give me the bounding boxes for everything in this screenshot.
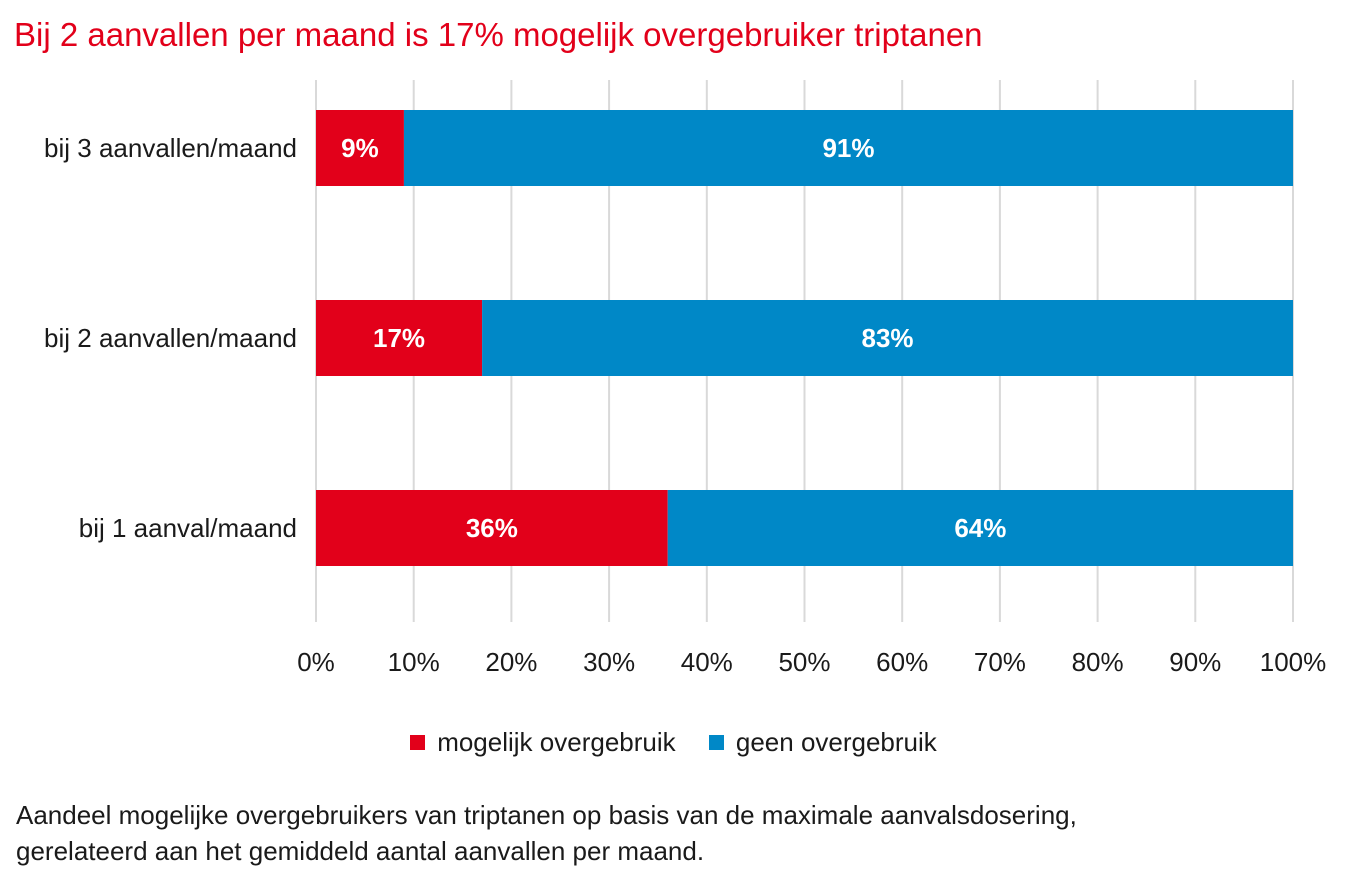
data-label: 17%	[373, 323, 425, 353]
caption-line-2: gerelateerd aan het gemiddeld aantal aan…	[16, 836, 705, 866]
x-tick-label: 30%	[583, 647, 635, 677]
x-tick-label: 20%	[485, 647, 537, 677]
x-tick-label: 90%	[1169, 647, 1221, 677]
caption: Aandeel mogelijke overgebruikers van tri…	[16, 797, 1077, 869]
x-tick-label: 10%	[388, 647, 440, 677]
data-label: 9%	[341, 133, 379, 163]
legend-item-geen-overgebruik: geen overgebruik	[708, 727, 937, 758]
bar-segment	[667, 490, 1293, 566]
x-tick-label: 80%	[1072, 647, 1124, 677]
legend-item-mogelijk-overgebruik: mogelijk overgebruik	[410, 727, 676, 758]
category-label: bij 3 aanvallen/maand	[44, 133, 297, 163]
legend-label: geen overgebruik	[735, 727, 937, 757]
x-tick-label: 100%	[1260, 647, 1327, 677]
caption-line-1: Aandeel mogelijke overgebruikers van tri…	[16, 800, 1077, 830]
x-tick-label: 40%	[681, 647, 733, 677]
legend-label: mogelijk overgebruik	[437, 727, 676, 757]
bar-segment	[316, 110, 404, 186]
legend-swatch-red	[410, 735, 426, 750]
bar-segment	[482, 300, 1294, 376]
data-label: 64%	[954, 513, 1006, 543]
category-label: bij 2 aanvallen/maand	[44, 323, 297, 353]
data-label: 83%	[862, 323, 914, 353]
chart-title: Bij 2 aanvallen per maand is 17% mogelij…	[14, 16, 983, 53]
x-tick-label: 60%	[876, 647, 928, 677]
x-tick-label: 0%	[297, 647, 335, 677]
category-label: bij 1 aanval/maand	[79, 513, 297, 543]
data-label: 91%	[822, 133, 874, 163]
legend-swatch-blue	[708, 735, 724, 750]
x-tick-label: 50%	[778, 647, 830, 677]
stacked-bar-chart: 0% 10% 20% 30% 40% 50% 60% 70% 80% 90% 100% bij 3 a…	[44, 80, 1327, 677]
bar-segment	[316, 300, 483, 376]
bar-segment	[316, 490, 668, 566]
data-label: 36%	[466, 513, 518, 543]
x-tick-label: 70%	[974, 647, 1026, 677]
bar-segment	[403, 110, 1293, 186]
legend: mogelijk overgebruik geen overgebruik	[0, 726, 1347, 758]
